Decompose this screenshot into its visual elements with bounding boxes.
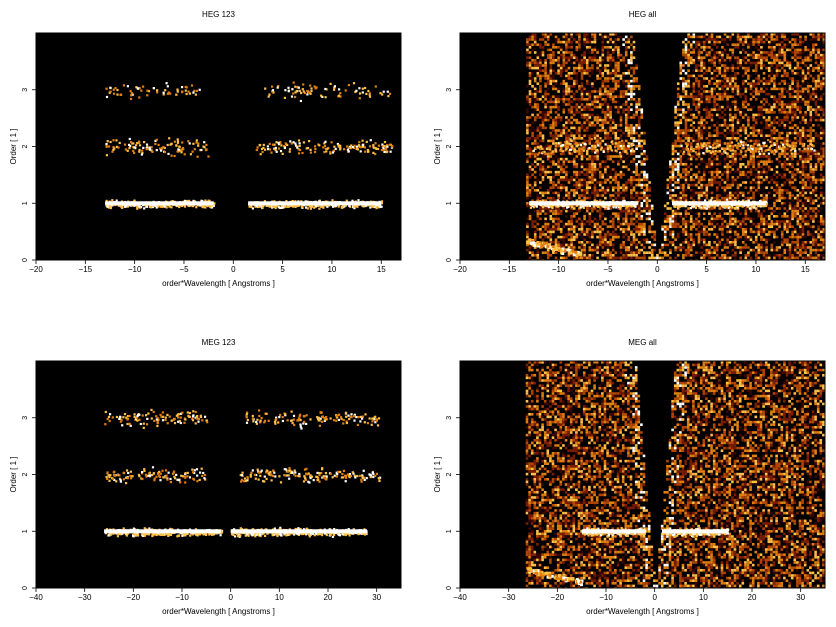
x-tick-label: −20 [127, 593, 141, 602]
y-tick-label: 1 [22, 201, 29, 205]
x-tick-label: 10 [751, 265, 760, 274]
panel-heg-123: HEG 123 −20 −15 −10 −5 0 5 10 15 0 1 2 3 order*Wavele… [9, 10, 402, 288]
x-tick-label: 0 [228, 593, 233, 602]
x-tick-label: 0 [655, 265, 660, 274]
y-tick-label: 2 [22, 472, 29, 476]
y-tick-label: 0 [446, 258, 453, 262]
panel-meg-all: MEG all −40 −30 −20 −10 0 10 20 30 0 1 2 3 order*Wave… [433, 338, 826, 616]
x-tick-label: −20 [29, 265, 43, 274]
x-tick-label: −10 [552, 265, 566, 274]
order-1-band [581, 529, 645, 534]
x-tick-label: 10 [699, 593, 708, 602]
x-tick-label: −40 [29, 593, 43, 602]
y-tick-label: 3 [446, 416, 453, 420]
y-tick-label: 2 [446, 144, 453, 148]
y-tick-label: 3 [446, 88, 453, 92]
plot-area [36, 361, 401, 588]
x-tick-label: 5 [704, 265, 709, 274]
y-tick-label: 3 [22, 416, 29, 420]
order-1-band [529, 201, 638, 206]
y-axis-label: Order [ 1 ] [433, 128, 442, 164]
y-tick-label: 1 [446, 201, 453, 205]
x-tick-label: 0 [652, 593, 657, 602]
x-tick-label: 30 [796, 593, 805, 602]
image-pixels [526, 33, 825, 260]
x-tick-label: 10 [327, 265, 336, 274]
y-axis-label: Order [ 1 ] [9, 128, 18, 164]
x-tick-label: −20 [453, 265, 467, 274]
y-tick-label: 3 [22, 88, 29, 92]
order-1-band [672, 201, 766, 206]
panel-heg-all: HEG all −20 −15 −10 −5 0 5 10 15 0 1 2 3 order*Wavele… [433, 10, 826, 288]
y-tick-label: 2 [22, 144, 29, 148]
x-tick-label: 10 [275, 593, 284, 602]
x-tick-label: −30 [502, 593, 516, 602]
image-pixels [104, 408, 382, 538]
x-axis-label: order*Wavelength [ Angstroms ] [586, 607, 699, 616]
x-tick-label: −5 [603, 265, 613, 274]
y-tick-label: 0 [22, 586, 29, 590]
x-tick-label: −20 [551, 593, 565, 602]
y-tick-label: 0 [22, 258, 29, 262]
order-1-band [662, 529, 728, 534]
y-tick-label: 2 [446, 472, 453, 476]
chart-title: HEG all [629, 10, 657, 19]
x-tick-label: 15 [377, 265, 386, 274]
x-tick-label: −30 [78, 593, 92, 602]
x-axis-label: order*Wavelength [ Angstroms ] [162, 279, 275, 288]
image-pixels [525, 361, 825, 588]
x-tick-label: −10 [128, 265, 142, 274]
x-tick-label: 0 [231, 265, 236, 274]
y-axis-label: Order [ 1 ] [433, 456, 442, 492]
x-tick-label: −10 [599, 593, 613, 602]
x-tick-label: 5 [280, 265, 285, 274]
x-tick-label: −10 [175, 593, 189, 602]
chart-title: MEG all [628, 338, 657, 347]
x-axis-label: order*Wavelength [ Angstroms ] [162, 607, 275, 616]
x-tick-label: 20 [324, 593, 333, 602]
x-tick-label: 20 [748, 593, 757, 602]
x-tick-label: −15 [79, 265, 93, 274]
order-1-band [105, 201, 214, 206]
image-pixels [105, 81, 394, 210]
x-tick-label: −5 [179, 265, 189, 274]
x-tick-label: −15 [503, 265, 517, 274]
y-tick-label: 1 [446, 529, 453, 533]
y-tick-label: 1 [22, 529, 29, 533]
order-1-band [230, 529, 367, 534]
chart-title: MEG 123 [202, 338, 236, 347]
x-tick-label: 15 [801, 265, 810, 274]
x-tick-label: 30 [372, 593, 381, 602]
y-tick-label: 0 [446, 586, 453, 590]
chart-title: HEG 123 [202, 10, 235, 19]
order-1-band [248, 201, 382, 206]
x-tick-label: −40 [453, 593, 467, 602]
order-1-band [104, 529, 221, 534]
panel-meg-123: MEG 123 −40 −30 −20 −10 0 10 20 30 0 1 2 3 order*Wave… [9, 338, 402, 616]
x-axis-label: order*Wavelength [ Angstroms ] [586, 279, 699, 288]
y-axis-label: Order [ 1 ] [9, 456, 18, 492]
